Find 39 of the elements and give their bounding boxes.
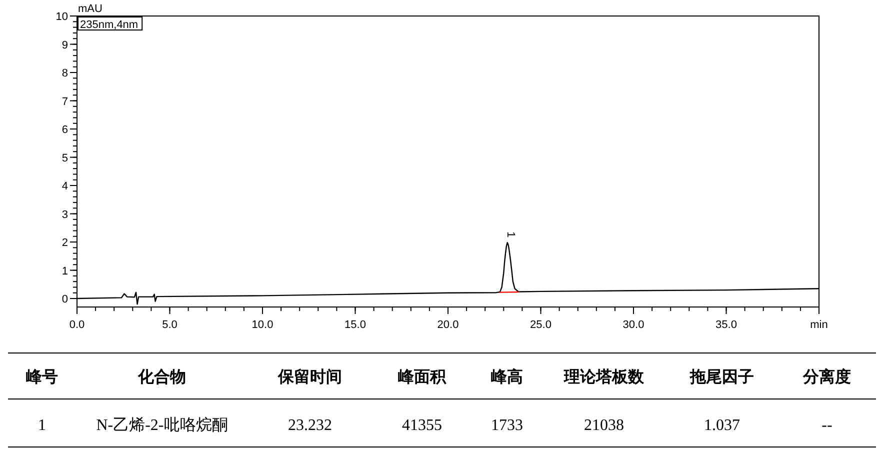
y-tick-label: 9 xyxy=(62,39,68,52)
x-tick-label: 0.0 xyxy=(69,319,85,331)
y-tick-label: 7 xyxy=(62,96,68,108)
text: 1.037 xyxy=(704,417,740,434)
text: 峰面积 xyxy=(398,368,447,386)
text: 峰高 xyxy=(491,367,523,386)
text: 分离度 xyxy=(802,367,851,386)
text: 1733 xyxy=(491,417,523,434)
y-tick-label: 3 xyxy=(62,208,68,221)
x-tick-label: 30.0 xyxy=(622,319,644,331)
x-tick-label: 20.0 xyxy=(437,319,459,331)
text: -- xyxy=(822,417,832,434)
x-tick-label: 25.0 xyxy=(530,319,552,331)
text: 23.232 xyxy=(288,417,332,434)
annotation: 1 xyxy=(504,232,516,238)
text: 235nm,4nm xyxy=(80,19,138,31)
y-tick-label: 2 xyxy=(62,237,68,250)
text: N-乙烯-2-吡咯烷酮 xyxy=(96,416,228,434)
y-tick-label: 5 xyxy=(62,152,68,164)
y-tick-label: 4 xyxy=(62,180,68,193)
y-tick-label: 6 xyxy=(62,124,68,136)
y-tick-label: 0 xyxy=(62,294,68,306)
text: 21038 xyxy=(584,417,624,434)
x-tick-label: min xyxy=(810,319,828,331)
y-tick-label: 8 xyxy=(62,68,68,80)
y-tick-label: 1 xyxy=(62,265,68,278)
text: 拖尾因子 xyxy=(689,368,754,386)
y-tick-label: 10 xyxy=(56,11,68,23)
text: 理论塔板数 xyxy=(563,368,645,386)
x-tick-label: 5.0 xyxy=(162,319,178,331)
y-axis-title: mAU xyxy=(78,3,102,15)
text: 41355 xyxy=(402,417,442,434)
text: 峰号 xyxy=(26,368,58,386)
text: 保留时间 xyxy=(277,368,342,386)
text: 化合物 xyxy=(137,368,186,386)
text: 1 xyxy=(38,417,46,434)
x-tick-label: 10.0 xyxy=(252,319,274,331)
x-tick-label: 35.0 xyxy=(716,319,737,331)
x-tick-label: 15.0 xyxy=(344,319,366,331)
